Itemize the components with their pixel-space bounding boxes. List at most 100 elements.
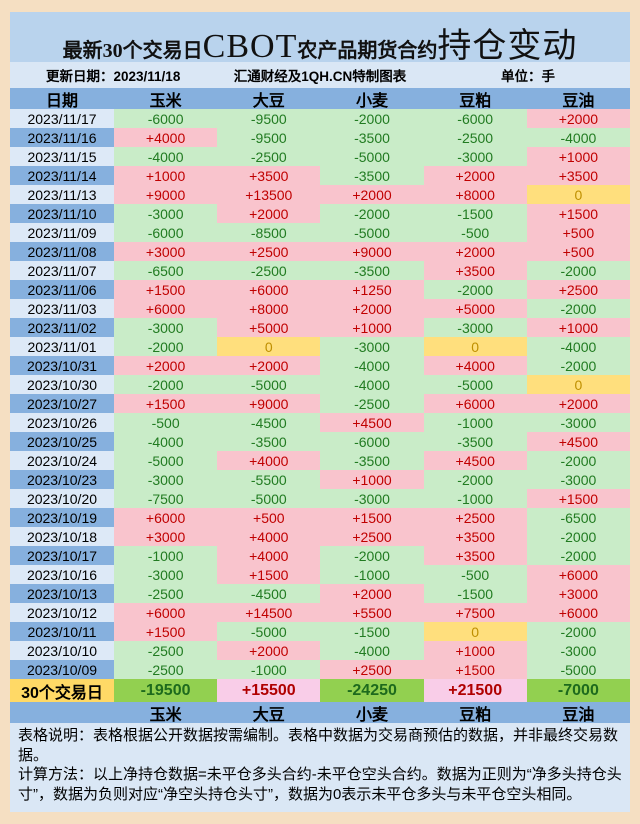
value-cell: -2500 bbox=[217, 147, 321, 166]
table-row: 2023/10/23 -3000 -5500 +1000 -2000 -3000 bbox=[10, 470, 630, 489]
date-cell: 2023/11/15 bbox=[10, 147, 114, 166]
date-cell: 2023/11/08 bbox=[10, 242, 114, 261]
value-cell: -6000 bbox=[423, 109, 527, 128]
value-cell: -3000 bbox=[114, 565, 218, 584]
table-row: 2023/11/07 -6500 -2500 -3500 +3500 -2000 bbox=[10, 261, 630, 280]
table-row: 2023/10/19 +6000 +500 +1500 +2500 -6500 bbox=[10, 508, 630, 527]
value-cell: -1500 bbox=[320, 622, 424, 641]
value-cell: +4500 bbox=[320, 413, 424, 432]
title-mid: 农产品期货合约 bbox=[297, 40, 438, 62]
value-cell: +9000 bbox=[217, 394, 321, 413]
value-cell: +3500 bbox=[526, 166, 630, 185]
value-cell: -4500 bbox=[217, 584, 321, 603]
value-cell: +500 bbox=[217, 508, 321, 527]
value-cell: -2000 bbox=[526, 299, 630, 318]
table-row: 2023/10/25 -4000 -3500 -6000 -3500 +4500 bbox=[10, 432, 630, 451]
value-cell: -2000 bbox=[423, 280, 527, 299]
footer-header-row: 玉米 大豆 小麦 豆粕 豆油 bbox=[10, 702, 630, 723]
footer-column-header: 大豆 bbox=[252, 706, 285, 724]
summary-value-cell: -19500 bbox=[114, 679, 218, 702]
table-notes: 表格说明：表格根据公开数据按需编制。表格中数据为交易商预估的数据，并非最终交易数… bbox=[10, 723, 630, 812]
value-cell: -4000 bbox=[526, 337, 630, 356]
table-row: 2023/11/13 +9000 +13500 +2000 +8000 0 bbox=[10, 185, 630, 204]
table-row: 2023/10/30 -2000 -5000 -4000 -5000 0 bbox=[10, 375, 630, 394]
value-cell: -5000 bbox=[526, 660, 630, 679]
value-cell: +2500 bbox=[320, 660, 424, 679]
column-header: 小麦 bbox=[355, 92, 388, 110]
value-cell: +1000 bbox=[320, 318, 424, 337]
value-cell: +3000 bbox=[526, 584, 630, 603]
value-cell: -1000 bbox=[114, 546, 218, 565]
table-row: 2023/11/16 +4000 -9500 -3500 -2500 -4000 bbox=[10, 128, 630, 147]
note-description: 表格说明：表格根据公开数据按需编制。表格中数据为交易商预估的数据，并非最终交易数… bbox=[18, 727, 619, 764]
value-cell: -1000 bbox=[423, 489, 527, 508]
value-cell: -1000 bbox=[423, 413, 527, 432]
value-cell: +6000 bbox=[114, 603, 218, 622]
table-row: 2023/10/12 +6000 +14500 +5500 +7500 +6000 bbox=[10, 603, 630, 622]
value-cell: +1000 bbox=[114, 166, 218, 185]
value-cell: -2000 bbox=[114, 337, 218, 356]
value-cell: +7500 bbox=[423, 603, 527, 622]
value-cell: -9500 bbox=[217, 128, 321, 147]
value-cell: -2000 bbox=[526, 622, 630, 641]
value-cell: -3500 bbox=[423, 432, 527, 451]
value-cell: +3000 bbox=[114, 242, 218, 261]
value-cell: -4500 bbox=[217, 413, 321, 432]
value-cell: -2500 bbox=[114, 660, 218, 679]
value-cell: +6000 bbox=[114, 508, 218, 527]
table-row: 2023/11/06 +1500 +6000 +1250 -2000 +2500 bbox=[10, 280, 630, 299]
value-cell: -5000 bbox=[320, 223, 424, 242]
value-cell: +4000 bbox=[217, 451, 321, 470]
value-cell: +3500 bbox=[217, 166, 321, 185]
value-cell: +4000 bbox=[217, 527, 321, 546]
table-row: 2023/10/27 +1500 +9000 -2500 +6000 +2000 bbox=[10, 394, 630, 413]
value-cell: -2000 bbox=[526, 356, 630, 375]
value-cell: -1500 bbox=[423, 584, 527, 603]
value-cell: +8000 bbox=[217, 299, 321, 318]
date-cell: 2023/11/06 bbox=[10, 280, 114, 299]
value-cell: -2000 bbox=[320, 546, 424, 565]
date-cell: 2023/11/09 bbox=[10, 223, 114, 242]
table-row: 2023/11/09 -6000 -8500 -5000 -500 +500 bbox=[10, 223, 630, 242]
value-cell: -4000 bbox=[320, 356, 424, 375]
footer-column-header: 玉米 bbox=[149, 706, 182, 724]
value-cell: -3000 bbox=[114, 204, 218, 223]
date-cell: 2023/11/07 bbox=[10, 261, 114, 280]
table-row: 2023/10/31 +2000 +2000 -4000 +4000 -2000 bbox=[10, 356, 630, 375]
date-cell: 2023/10/18 bbox=[10, 527, 114, 546]
column-header: 玉米 bbox=[149, 92, 182, 110]
value-cell: -2000 bbox=[320, 109, 424, 128]
date-cell: 2023/10/12 bbox=[10, 603, 114, 622]
page-title: 最新30个交易日 CBOT 农产品期货合约 持仓变动 bbox=[10, 12, 630, 65]
table-row: 2023/10/10 -2500 +2000 -4000 +1000 -3000 bbox=[10, 641, 630, 660]
date-cell: 2023/10/27 bbox=[10, 394, 114, 413]
date-cell: 2023/10/09 bbox=[10, 660, 114, 679]
date-cell: 2023/10/13 bbox=[10, 584, 114, 603]
value-cell: -4000 bbox=[526, 128, 630, 147]
date-cell: 2023/11/16 bbox=[10, 128, 114, 147]
value-cell: +2000 bbox=[423, 166, 527, 185]
value-cell: +2500 bbox=[217, 242, 321, 261]
table-row: 2023/10/16 -3000 +1500 -1000 -500 +6000 bbox=[10, 565, 630, 584]
value-cell: +3000 bbox=[114, 527, 218, 546]
date-cell: 2023/11/17 bbox=[10, 109, 114, 128]
value-cell: -2000 bbox=[526, 527, 630, 546]
value-cell: -3000 bbox=[526, 470, 630, 489]
value-cell: -1500 bbox=[423, 204, 527, 223]
value-cell: -3500 bbox=[320, 451, 424, 470]
value-cell: +1500 bbox=[114, 394, 218, 413]
footer-column-header: 豆粕 bbox=[459, 706, 492, 724]
value-cell: +1500 bbox=[526, 489, 630, 508]
value-cell: +4500 bbox=[423, 451, 527, 470]
footer-empty-cell bbox=[10, 702, 114, 723]
value-cell: +2500 bbox=[526, 280, 630, 299]
value-cell: +3500 bbox=[423, 527, 527, 546]
value-cell: +6000 bbox=[526, 565, 630, 584]
value-cell: -4000 bbox=[114, 432, 218, 451]
value-cell: +1500 bbox=[114, 280, 218, 299]
value-cell: -5000 bbox=[114, 451, 218, 470]
date-cell: 2023/10/10 bbox=[10, 641, 114, 660]
value-cell: +8000 bbox=[423, 185, 527, 204]
column-header: 豆油 bbox=[562, 92, 595, 110]
value-cell: +3500 bbox=[423, 261, 527, 280]
